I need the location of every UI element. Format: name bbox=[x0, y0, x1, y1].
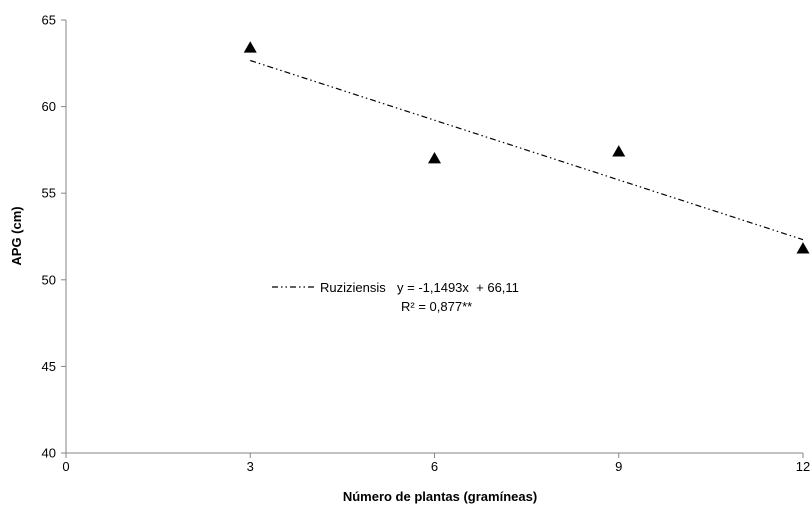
legend-series-label: Ruziziensis bbox=[320, 280, 386, 295]
trendline bbox=[250, 59, 804, 241]
data-point-triangle bbox=[428, 152, 441, 164]
trendline-equation: y = -1,1493x + 66,11 bbox=[397, 280, 519, 295]
data-point-triangle bbox=[796, 242, 810, 254]
y-axis-title: APG (cm) bbox=[9, 206, 24, 265]
data-points bbox=[243, 41, 810, 254]
x-tick-label: 12 bbox=[796, 459, 810, 474]
x-tick-label: 9 bbox=[615, 459, 622, 474]
x-tick-label: 0 bbox=[62, 459, 69, 474]
axes bbox=[65, 20, 803, 454]
trendline-group bbox=[250, 59, 804, 241]
y-tick-label: 40 bbox=[42, 446, 56, 461]
y-tick-label: 60 bbox=[42, 99, 56, 114]
legend: Ruziziensis y = -1,1493x + 66,11 R² = 0,… bbox=[272, 280, 519, 314]
ticks: 40 45 50 55 60 65 0 3 6 9 12 bbox=[42, 13, 810, 475]
y-tick-label: 55 bbox=[42, 186, 56, 201]
trendline-r2: R² = 0,877** bbox=[401, 299, 472, 314]
data-point-triangle bbox=[612, 145, 626, 157]
data-point-triangle bbox=[243, 41, 257, 53]
x-tick-label: 3 bbox=[247, 459, 254, 474]
y-tick-label: 50 bbox=[42, 272, 56, 287]
x-tick-label: 6 bbox=[431, 459, 438, 474]
x-axis-title: Número de plantas (gramíneas) bbox=[343, 489, 537, 504]
y-tick-label: 65 bbox=[42, 13, 56, 28]
y-tick-label: 45 bbox=[42, 359, 56, 374]
